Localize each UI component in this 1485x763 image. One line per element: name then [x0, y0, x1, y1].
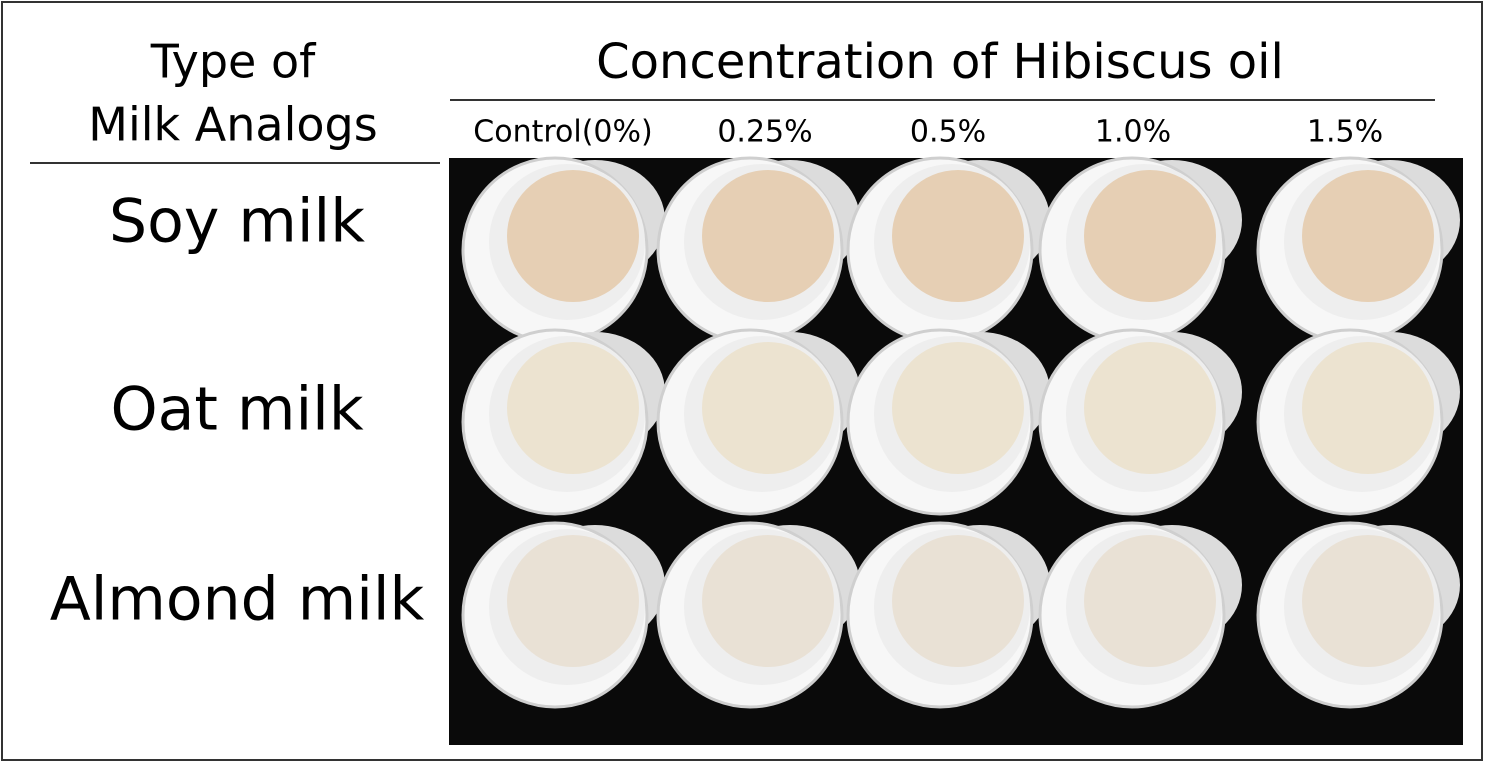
row-label: Soy milk [109, 187, 365, 257]
row-label: Almond milk [50, 565, 425, 635]
cups [461, 156, 1460, 709]
milk [507, 342, 639, 474]
row-title-line: Milk Analogs [88, 98, 377, 152]
milk [1084, 342, 1216, 474]
column-label: 1.0% [1095, 115, 1171, 150]
row-title-line: Type of [150, 35, 317, 89]
column-label: 1.5% [1307, 115, 1383, 150]
milk [892, 170, 1024, 302]
row-label: Oat milk [110, 375, 363, 445]
column-label: Control(0%) [473, 115, 652, 150]
milk [702, 170, 834, 302]
milk [1084, 535, 1216, 667]
milk [507, 535, 639, 667]
milk [702, 535, 834, 667]
milk [1084, 170, 1216, 302]
milk [1302, 170, 1434, 302]
milk [1302, 342, 1434, 474]
milk [892, 535, 1024, 667]
column-label: 0.5% [910, 115, 986, 150]
labels: Control(0%) 0.25% 0.5% 1.0% 1.5% Soy milk Oat … [50, 115, 1383, 635]
milk [507, 170, 639, 302]
milk [702, 342, 834, 474]
milk [892, 342, 1024, 474]
column-title: Concentration of Hibiscus oil [596, 34, 1284, 90]
milk [1302, 535, 1434, 667]
column-label: 0.25% [717, 115, 812, 150]
